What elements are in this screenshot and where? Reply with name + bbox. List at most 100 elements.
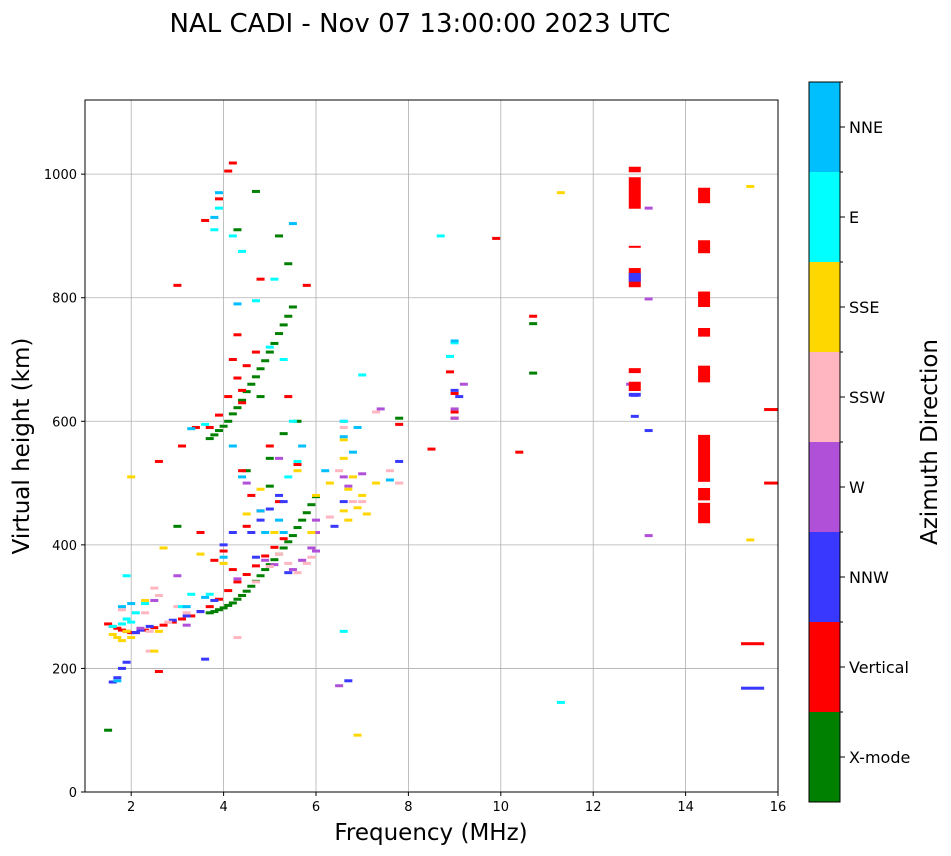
x-tick-label: 12	[585, 800, 602, 815]
point-w	[450, 416, 459, 420]
point-vertical	[224, 169, 233, 173]
point-vertical	[265, 444, 274, 448]
point-nne	[210, 215, 219, 219]
point-vertical	[159, 623, 168, 627]
point-vertical	[492, 236, 501, 240]
point-sse	[154, 629, 163, 633]
point-vertical	[141, 628, 150, 632]
y-tick-label: 800	[52, 292, 77, 307]
point-vertical	[238, 388, 247, 392]
point-w	[298, 558, 307, 562]
point-vertical	[214, 197, 223, 201]
point-nnw	[196, 610, 205, 614]
point-ssw	[233, 636, 242, 640]
bar-vertical	[698, 291, 711, 307]
colorbar-label-vertical: Vertical	[849, 658, 909, 677]
point-ssw	[325, 515, 334, 519]
point-nnw	[117, 666, 126, 670]
point-ssw	[307, 555, 316, 559]
point-w	[644, 534, 653, 538]
bar-vertical	[628, 166, 641, 173]
point-sse	[353, 733, 362, 737]
point-nnw	[275, 493, 284, 497]
point-ssw	[372, 410, 381, 414]
point-w	[459, 382, 468, 386]
point-x-mode	[256, 395, 265, 399]
point-ssw	[348, 500, 357, 504]
point-x-mode	[279, 323, 288, 327]
point-x-mode	[275, 234, 284, 238]
grid	[85, 100, 778, 792]
point-nnw	[168, 618, 177, 622]
point-x-mode	[279, 432, 288, 436]
point-ssw	[117, 608, 126, 612]
point-e	[187, 592, 196, 596]
point-nne	[321, 469, 330, 473]
point-nne	[339, 435, 348, 439]
point-ssw	[275, 552, 284, 556]
bar-vertical	[698, 187, 711, 204]
point-sse	[159, 546, 168, 550]
point-sse	[150, 649, 159, 653]
point-x-mode	[214, 608, 223, 612]
x-tick-label: 10	[493, 800, 510, 815]
point-e	[450, 341, 459, 345]
point-w	[242, 481, 251, 485]
point-nne	[238, 475, 247, 479]
point-x-mode	[288, 305, 297, 309]
data-points	[104, 161, 778, 737]
y-tick-label: 400	[52, 539, 77, 554]
point-nnw	[256, 518, 265, 522]
colorbar-label-sse: SSE	[849, 298, 879, 317]
point-x-mode	[256, 367, 265, 371]
point-sse	[325, 481, 334, 485]
point-nne	[348, 450, 357, 454]
point-nne	[113, 679, 122, 683]
point-vertical	[228, 358, 237, 361]
point-sse	[746, 185, 755, 188]
bar-vertical	[698, 240, 711, 254]
point-x-mode	[395, 416, 404, 420]
point-vertical	[187, 614, 196, 618]
point-ssw	[145, 649, 154, 653]
point-nne	[298, 444, 307, 448]
point-x-mode	[214, 429, 223, 433]
point-nne	[201, 595, 210, 599]
point-w	[644, 297, 653, 301]
point-sse	[141, 598, 150, 602]
point-vertical	[168, 620, 177, 624]
colorbar-label-e: E	[849, 208, 859, 227]
point-e	[122, 574, 131, 578]
point-nne	[288, 222, 297, 226]
point-ssw	[173, 605, 182, 609]
point-nnw	[108, 680, 117, 684]
point-x-mode	[270, 558, 279, 562]
point-w	[312, 549, 320, 553]
point-x-mode	[104, 728, 113, 732]
point-nne	[385, 478, 394, 482]
point-e	[210, 228, 219, 232]
point-ssw	[293, 571, 302, 575]
bar-vertical	[698, 502, 711, 524]
point-sse	[348, 475, 357, 479]
point-vertical	[261, 554, 270, 558]
point-nnw	[122, 660, 131, 664]
point-nne	[233, 302, 242, 306]
plot-area	[85, 100, 778, 792]
point-e	[238, 249, 247, 253]
point-ssw	[164, 620, 173, 624]
point-x-mode	[270, 341, 279, 345]
point-sse	[256, 487, 265, 491]
colorbar-frame	[808, 81, 841, 803]
point-vertical	[154, 459, 163, 463]
point-vertical	[302, 283, 311, 287]
point-x-mode	[238, 594, 247, 598]
point-ssw	[284, 561, 293, 565]
colorbar-segment-e	[809, 172, 840, 262]
point-x-mode	[302, 511, 311, 515]
point-x-mode	[247, 382, 256, 386]
point-nnw	[284, 571, 293, 575]
point-x-mode	[247, 584, 256, 588]
point-nnw	[210, 598, 219, 602]
point-x-mode	[298, 518, 307, 522]
